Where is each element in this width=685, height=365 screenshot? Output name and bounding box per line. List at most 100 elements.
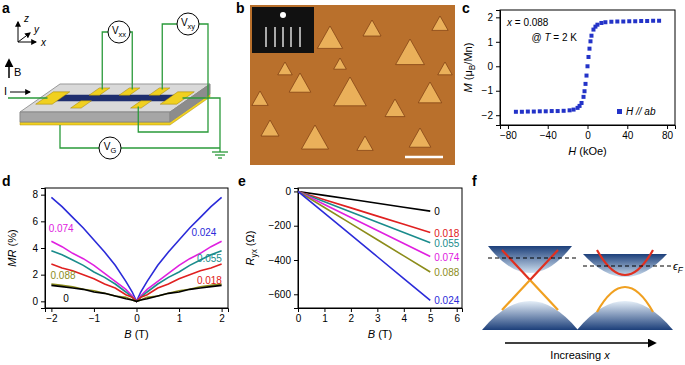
data-point	[556, 109, 560, 113]
wire	[8, 97, 48, 98]
series-label: 0	[434, 206, 440, 217]
data-point	[532, 110, 536, 114]
panel-letter: b	[236, 0, 245, 16]
tick-mark	[41, 275, 45, 276]
meter-label: VG	[104, 141, 117, 155]
tick-mark	[404, 308, 405, 312]
afm-island	[334, 58, 347, 69]
axis-icon-label: x	[40, 37, 47, 48]
field-label: B	[14, 66, 21, 78]
plot-area	[298, 191, 430, 300]
rheed-streak	[299, 27, 301, 47]
chart-panel: −2−101202468B (T)MR (%)d0.0240.0740.0550…	[2, 173, 229, 340]
series-label: 0.055	[434, 238, 459, 249]
tick-label: 4	[402, 313, 408, 324]
series-label: 0.088	[50, 270, 75, 281]
text-part: G	[110, 146, 116, 155]
x-axis-title: B (T)	[124, 328, 148, 340]
tick: 4	[402, 308, 408, 324]
tick-mark	[294, 260, 298, 261]
tick-mark	[496, 42, 500, 43]
tick-mark	[324, 308, 325, 312]
series-label: 0.088	[434, 267, 459, 278]
rheed-streak	[274, 27, 276, 47]
panel-letter: d	[2, 173, 11, 189]
ground	[215, 154, 225, 155]
afm-island	[432, 16, 448, 30]
text-part: MR	[6, 249, 18, 266]
wire	[60, 125, 99, 148]
panel-f: fϵFIncreasing x	[472, 173, 684, 361]
axis-x: −80−4004080	[500, 125, 676, 141]
tick-label: 2	[32, 269, 38, 280]
data-line	[51, 264, 221, 301]
tick-label: 2	[487, 12, 493, 23]
series-label: 0.024	[434, 295, 459, 306]
tick-mark	[294, 294, 298, 295]
wire	[183, 98, 221, 152]
panel-letter: a	[2, 0, 10, 16]
tick: 6	[454, 308, 460, 324]
tick-mark	[496, 17, 500, 18]
tick: 4	[32, 243, 45, 254]
tick-mark	[496, 66, 500, 67]
plot-frame	[298, 188, 462, 308]
tick-label: 5	[428, 313, 434, 324]
tick-mark	[377, 308, 378, 312]
series-labels: 00.0180.0550.0740.0880.024	[434, 206, 459, 306]
afm-island	[278, 62, 292, 75]
data-line	[298, 191, 430, 242]
data-point	[639, 19, 643, 23]
tick-label: 6	[32, 216, 38, 227]
current-arrow	[10, 92, 30, 93]
data-line	[298, 191, 430, 300]
text-part: x	[603, 349, 610, 361]
text-part: (kOe)	[576, 145, 607, 157]
tick-label: 0	[285, 186, 291, 197]
data-point	[514, 110, 518, 114]
tick-label: −80	[500, 130, 517, 141]
afm-island	[418, 82, 441, 103]
tick-mark	[222, 308, 223, 312]
data-point	[589, 34, 593, 38]
y-axis-title: M (μB/Mn)	[462, 43, 477, 93]
data-line	[51, 285, 221, 301]
tick-mark	[179, 308, 180, 312]
tick-mark	[496, 91, 500, 92]
text-part: (Ω)	[244, 231, 256, 250]
afm-island	[261, 120, 279, 136]
tick: 80	[662, 125, 674, 141]
afm-island	[302, 125, 329, 149]
y-axis-title: MR (%)	[6, 229, 18, 266]
chart-panel: −80−4004080−2−1012H (kOe)M (μB/Mn)cH // …	[462, 0, 676, 157]
data-point	[562, 109, 566, 113]
tick: −2	[46, 308, 58, 324]
afm-island	[334, 77, 366, 106]
text-part: H	[568, 145, 576, 157]
chart-panel: 01234560−200−400−600B (T)Ryx (Ω)e00.0180…	[238, 173, 463, 340]
tick: 0	[585, 125, 591, 141]
tick-label: −600	[268, 289, 291, 300]
wire	[162, 24, 177, 90]
scale-bar	[405, 156, 443, 159]
tick: 0	[487, 61, 500, 72]
figure: −80−4004080−2−1012H (kOe)M (μB/Mn)cH // …	[0, 0, 685, 365]
text-part: (T)	[375, 328, 392, 340]
tick: 5	[428, 308, 434, 324]
tick-label: 3	[375, 313, 381, 324]
plot-area	[51, 197, 221, 301]
tick-label: −200	[268, 220, 291, 231]
data-line	[298, 191, 430, 232]
text-part: (μ	[462, 70, 474, 83]
meter	[177, 13, 199, 35]
ground	[218, 157, 222, 158]
tick-label: 8	[32, 189, 38, 200]
data-point	[572, 108, 576, 112]
tick-mark	[41, 195, 45, 196]
tick-mark	[627, 125, 628, 129]
text-part: B	[124, 328, 131, 340]
legend-marker	[617, 109, 622, 114]
tick: 0	[134, 308, 140, 324]
tick-label: 1	[487, 37, 493, 48]
afm-island	[317, 26, 342, 48]
